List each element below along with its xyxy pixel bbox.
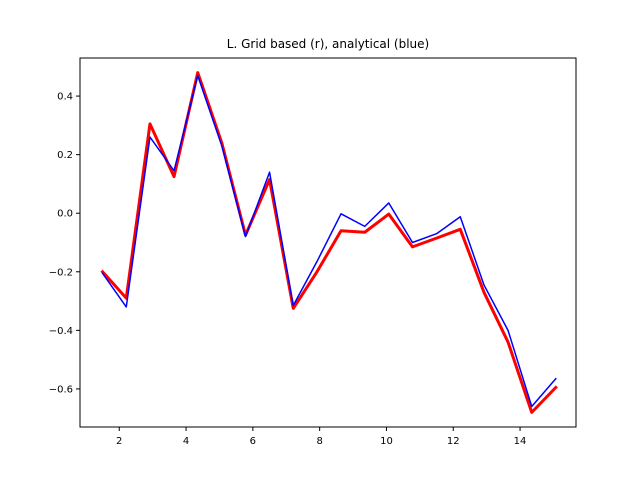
series-line-1 <box>100 71 558 414</box>
chart-title: L. Grid based (r), analytical (blue) <box>227 37 429 51</box>
y-tick-label: 0.2 <box>57 150 73 161</box>
series-line-2 <box>101 74 557 408</box>
x-tick-label: 2 <box>116 436 122 447</box>
x-tick-label: 10 <box>380 436 393 447</box>
y-tick-label: −0.4 <box>49 326 73 337</box>
x-tick-label: 14 <box>514 436 527 447</box>
x-tick-label: 8 <box>316 436 322 447</box>
series-layer <box>100 71 558 414</box>
y-tick-label: 0.0 <box>57 209 73 220</box>
x-tick-label: 12 <box>447 436 460 447</box>
x-axis: 2 4 6 8 10 12 14 <box>116 427 526 447</box>
y-tick-label: −0.6 <box>49 384 73 395</box>
y-tick-label: 0.4 <box>57 92 73 103</box>
plot-frame <box>79 57 577 428</box>
y-axis: −0.6 −0.4 −0.2 0.0 0.2 0.4 <box>49 92 80 395</box>
x-tick-label: 6 <box>250 436 256 447</box>
y-tick-label: −0.2 <box>49 267 73 278</box>
x-tick-label: 4 <box>183 436 189 447</box>
